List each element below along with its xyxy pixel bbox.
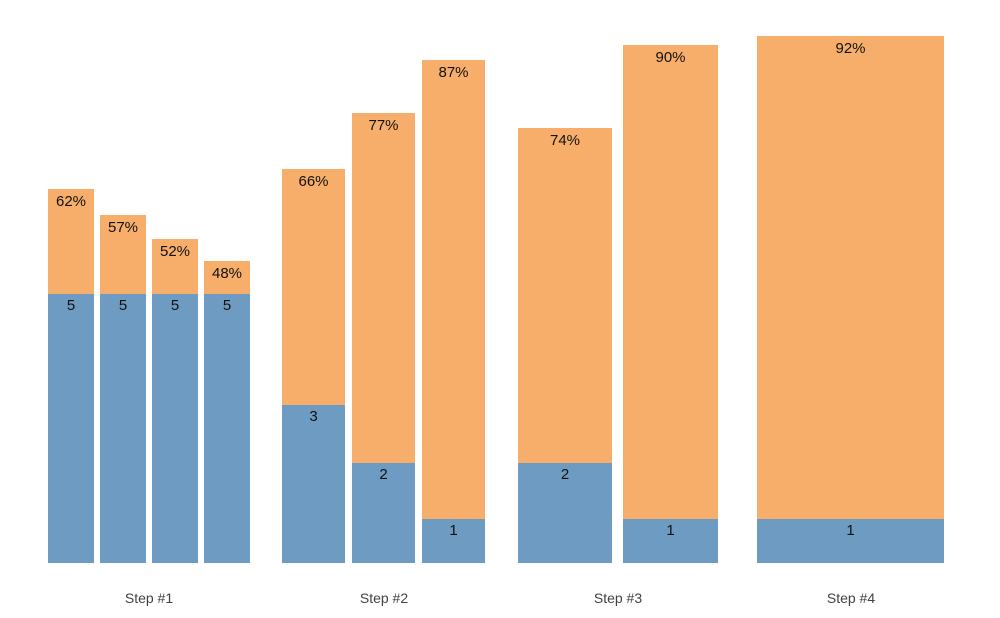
bar-lower-segment: 2 <box>518 463 612 563</box>
bar-upper-segment: 92% <box>757 36 944 519</box>
bar-lower-segment: 1 <box>422 519 485 563</box>
bar-upper-segment: 66% <box>282 169 345 405</box>
bar-percent-label: 90% <box>655 49 686 66</box>
x-axis-group-label: Step #4 <box>826 590 876 606</box>
bar-lower-segment: 3 <box>282 405 345 563</box>
bar-percent-label: 48% <box>211 265 243 282</box>
bar-lower-segment: 5 <box>152 294 198 563</box>
bar-percent-label: 87% <box>438 64 469 81</box>
bar-upper-segment: 87% <box>422 60 485 519</box>
bar-percent-label: 92% <box>835 40 866 57</box>
bar-lower-segment: 5 <box>204 294 250 563</box>
bar-count-label: 5 <box>222 297 232 314</box>
bar-upper-segment: 52% <box>152 239 198 294</box>
bar-lower-segment: 1 <box>757 519 944 563</box>
bar-upper-segment: 77% <box>352 113 415 463</box>
bar-count-label: 5 <box>118 297 128 314</box>
bar-lower-segment: 5 <box>100 294 146 563</box>
bar-percent-label: 74% <box>549 132 581 149</box>
bar-count-label: 1 <box>666 522 675 539</box>
bar-count-label: 1 <box>846 522 855 539</box>
bar-upper-segment: 74% <box>518 128 612 463</box>
bar-count-label: 1 <box>449 522 458 539</box>
bar-upper-segment: 90% <box>623 45 718 519</box>
bar-upper-segment: 62% <box>48 189 94 294</box>
bar-percent-label: 52% <box>159 243 191 260</box>
bar-count-label: 2 <box>560 466 570 483</box>
bar-count-label: 2 <box>379 466 388 483</box>
x-axis-group-label: Step #1 <box>124 590 174 606</box>
bar-percent-label: 57% <box>107 219 139 236</box>
bar-percent-label: 66% <box>298 173 329 190</box>
bar-percent-label: 77% <box>368 117 399 134</box>
bar-count-label: 5 <box>170 297 180 314</box>
bar-lower-segment: 5 <box>48 294 94 563</box>
bar-count-label: 5 <box>66 297 76 314</box>
bar-count-label: 3 <box>309 408 318 425</box>
x-axis-group-label: Step #3 <box>593 590 643 606</box>
x-axis-group-label: Step #2 <box>359 590 409 606</box>
bar-upper-segment: 48% <box>204 261 250 294</box>
bar-upper-segment: 57% <box>100 215 146 294</box>
bar-percent-label: 62% <box>55 193 87 210</box>
bar-lower-segment: 1 <box>623 519 718 563</box>
bar-lower-segment: 2 <box>352 463 415 563</box>
